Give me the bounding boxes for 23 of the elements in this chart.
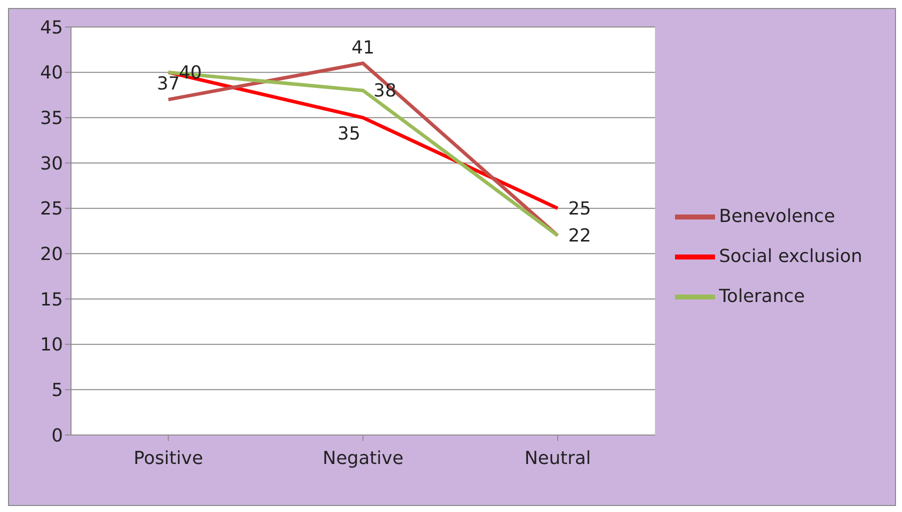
y-tick-label: 10 xyxy=(40,334,63,356)
y-tick-label: 20 xyxy=(40,244,63,266)
y-tick-label: 0 xyxy=(52,425,63,446)
data-label: 37 xyxy=(156,74,180,95)
data-label: 41 xyxy=(352,37,374,58)
legend-label: Benevolence xyxy=(719,206,836,227)
data-label: 40 xyxy=(178,62,202,84)
legend-label: Tolerance xyxy=(719,286,805,307)
data-label: 35 xyxy=(338,124,360,145)
y-tick-label: 5 xyxy=(52,380,63,402)
data-label: 22 xyxy=(568,226,592,247)
y-tick-label: 25 xyxy=(40,198,63,220)
y-tick-label: 40 xyxy=(40,62,63,84)
y-tick-label: 15 xyxy=(40,289,63,310)
y-tick-label: 45 xyxy=(40,17,63,38)
data-label: 25 xyxy=(568,198,592,220)
x-tick-label: Neutral xyxy=(524,448,591,469)
y-tick-label: 35 xyxy=(40,108,63,130)
x-tick-label: Negative xyxy=(322,448,404,469)
y-tick-label: 30 xyxy=(40,153,63,174)
x-tick-label: Positive xyxy=(134,448,204,469)
legend-label: Social exclusion xyxy=(719,246,862,267)
data-label: 38 xyxy=(374,80,396,102)
